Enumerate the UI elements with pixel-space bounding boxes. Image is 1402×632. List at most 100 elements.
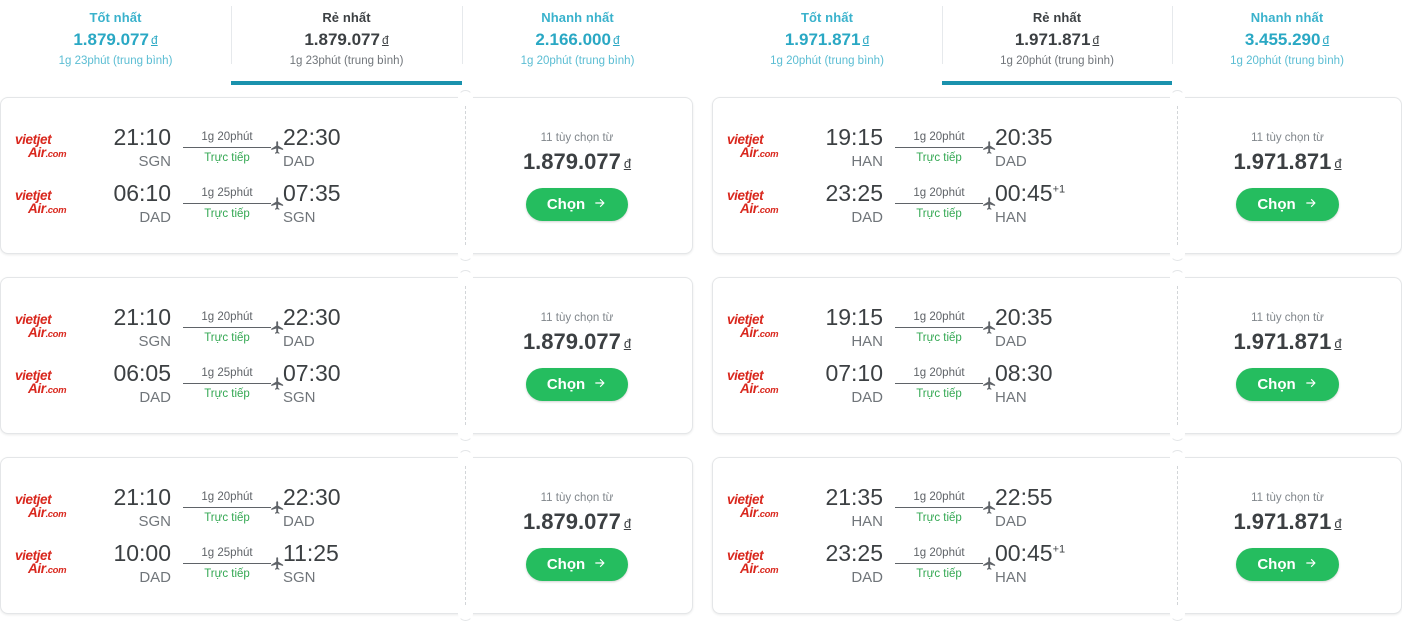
stops-label: Trực tiếp bbox=[204, 511, 250, 524]
flight-card[interactable]: vietjet Air.com 21:10 SGN 1g 20phút Trực tiếp… bbox=[0, 270, 693, 441]
arrival-block: 20:35 DAD bbox=[993, 304, 1089, 351]
options-count-label: 11 tùy chọn từ bbox=[1251, 311, 1324, 324]
stops-label: Trực tiếp bbox=[204, 151, 250, 164]
arrow-right-icon bbox=[593, 196, 607, 213]
choose-flight-button[interactable]: Chọn bbox=[525, 547, 629, 581]
airline-logo-bottom: Air.com bbox=[28, 144, 67, 160]
choose-flight-button[interactable]: Chọn bbox=[1236, 187, 1339, 221]
airline-logo-wrap: vietjet Air.com bbox=[1, 311, 101, 343]
price-section: 11 tùy chọn từ 1.879.077 đ Chọn bbox=[466, 98, 692, 253]
total-price: 1.879.077 đ bbox=[522, 328, 632, 354]
departure-block: 21:10 SGN bbox=[101, 484, 173, 531]
flight-card[interactable]: vietjet Air.com 21:10 SGN 1g 20phút Trực tiếp… bbox=[0, 450, 693, 621]
flight-card[interactable]: vietjet Air.com 19:15 HAN 1g 20phút Trực tiếp… bbox=[712, 270, 1402, 441]
plane-icon bbox=[270, 500, 285, 520]
choose-flight-button[interactable]: Chọn bbox=[525, 187, 629, 221]
airline-logo-top: vietjet bbox=[727, 187, 764, 203]
flight-card[interactable]: vietjet Air.com 19:15 HAN 1g 20phút Trực tiếp… bbox=[712, 90, 1402, 261]
tab-price: 1.879.077 đ bbox=[304, 30, 389, 49]
vietjet-air-logo-icon: vietjet Air.com bbox=[727, 132, 799, 163]
airline-logo-wrap: vietjet Air.com bbox=[713, 311, 813, 343]
tab-average-duration: 1g 23phút (trung bình) bbox=[58, 55, 173, 67]
inbound-results-panel: Tốt nhất 1.971.871 đ 1g 20phút (trung bình)… bbox=[700, 0, 1402, 632]
arrow-right-icon bbox=[1304, 556, 1318, 573]
choose-button-label: Chọn bbox=[1257, 195, 1296, 213]
tab-label: Rẻ nhất bbox=[322, 10, 371, 25]
tab-average-duration: 1g 23phút (trung bình) bbox=[289, 55, 404, 67]
price-section: 11 tùy chọn từ 1.971.871 đ Chọn bbox=[1178, 98, 1401, 253]
airline-logo-bottom: Air.com bbox=[740, 560, 779, 576]
tab-price: 2.166.000 đ bbox=[535, 30, 620, 49]
choose-flight-button[interactable]: Chọn bbox=[1236, 547, 1339, 581]
arrival-airport-code: DAD bbox=[995, 513, 1027, 530]
airline-logo-wrap: vietjet Air.com bbox=[1, 368, 101, 399]
vietjet-air-logo-icon: vietjet Air.com bbox=[15, 132, 87, 163]
tab-outbound-0[interactable]: Tốt nhất 1.879.077 đ 1g 23phút (trung bình) bbox=[0, 0, 231, 85]
airline-logo-tld: .com bbox=[45, 148, 67, 160]
airline-logo-top: vietjet bbox=[15, 311, 52, 327]
plane-icon bbox=[270, 320, 285, 340]
departure-block: 19:15 HAN bbox=[813, 124, 885, 171]
flight-card-list-outbound: vietjet Air.com 21:10 SGN 1g 20phút Trực tiếp… bbox=[0, 85, 693, 621]
airline-logo-bottom: Air.com bbox=[28, 200, 67, 216]
flight-leg: vietjet Air.com 21:10 SGN 1g 20phút Trực tiếp… bbox=[1, 300, 466, 356]
arrival-block: 00:45+1 HAN bbox=[993, 180, 1089, 227]
tab-inbound-1[interactable]: Rẻ nhất 1.971.871 đ 1g 20phút (trung bình) bbox=[942, 0, 1172, 85]
airline-logo-wrap: vietjet Air.com bbox=[713, 187, 813, 219]
flight-card[interactable]: vietjet Air.com 21:10 SGN 1g 20phút Trực tiếp… bbox=[0, 90, 693, 261]
arrival-time: 20:35 bbox=[995, 304, 1053, 330]
tab-inbound-2[interactable]: Nhanh nhất 3.455.290 đ 1g 20phút (trung bìn… bbox=[1172, 0, 1402, 85]
vietjet-air-logo-icon: vietjet Air.com bbox=[727, 187, 799, 219]
card-notch-top bbox=[458, 90, 473, 105]
vietjet-air-logo-icon: vietjet Air.com bbox=[727, 548, 799, 579]
route-line bbox=[895, 196, 996, 210]
leg-middle: 1g 25phút Trực tiếp bbox=[173, 186, 284, 222]
total-price: 1.971.871 đ bbox=[1233, 328, 1342, 354]
price-section: 11 tùy chọn từ 1.971.871 đ Chọn bbox=[1178, 458, 1401, 613]
vietjet-air-logo-icon: vietjet Air.com bbox=[727, 368, 799, 399]
route-line bbox=[183, 140, 284, 154]
leg-middle: 1g 25phút Trực tiếp bbox=[173, 546, 284, 582]
flight-duration: 1g 20phút bbox=[201, 310, 253, 323]
tab-inbound-0[interactable]: Tốt nhất 1.971.871 đ 1g 20phút (trung bình) bbox=[712, 0, 942, 85]
arrival-block: 11:25 SGN bbox=[281, 540, 377, 587]
plane-icon bbox=[982, 376, 997, 396]
departure-time: 21:10 bbox=[113, 304, 171, 330]
airline-logo-top: vietjet bbox=[727, 491, 764, 507]
flight-duration: 1g 20phút bbox=[913, 310, 965, 323]
airline-logo-tld: .com bbox=[45, 204, 67, 216]
vietjet-air-logo-icon: vietjet Air.com bbox=[15, 492, 87, 523]
airline-logo-tld: .com bbox=[45, 384, 67, 396]
departure-block: 19:15 HAN bbox=[813, 304, 885, 351]
arrival-time: 11:25 bbox=[283, 540, 339, 566]
departure-airport-code: DAD bbox=[851, 389, 883, 406]
currency-symbol: đ bbox=[623, 155, 632, 171]
tab-outbound-1[interactable]: Rẻ nhất 1.879.077 đ 1g 23phút (trung bình) bbox=[231, 0, 462, 85]
tab-active-underline bbox=[231, 81, 462, 85]
choose-flight-button[interactable]: Chọn bbox=[525, 367, 629, 401]
options-count-label: 11 tùy chọn từ bbox=[1251, 131, 1324, 144]
leg-middle: 1g 25phút Trực tiếp bbox=[173, 366, 284, 402]
airline-logo-bottom: Air.com bbox=[740, 380, 779, 396]
route-line bbox=[895, 320, 996, 334]
route-line bbox=[183, 556, 284, 570]
tab-average-duration: 1g 20phút (trung bình) bbox=[770, 55, 884, 67]
flight-duration: 1g 25phút bbox=[201, 186, 253, 199]
tab-outbound-2[interactable]: Nhanh nhất 2.166.000 đ 1g 20phút (trung bìn… bbox=[462, 0, 693, 85]
airline-logo-top: vietjet bbox=[727, 311, 764, 327]
leg-middle: 1g 20phút Trực tiếp bbox=[885, 546, 996, 582]
airline-logo-tld: .com bbox=[757, 204, 779, 216]
choose-flight-button[interactable]: Chọn bbox=[1236, 367, 1339, 401]
arrival-next-day-badge: +1 bbox=[1052, 183, 1066, 196]
tab-label: Nhanh nhất bbox=[1250, 10, 1324, 25]
tab-price: 1.879.077 đ bbox=[73, 30, 158, 49]
currency-symbol: đ bbox=[1322, 33, 1330, 47]
stops-label: Trực tiếp bbox=[204, 387, 250, 400]
departure-time: 21:35 bbox=[825, 484, 883, 510]
airline-logo-top: vietjet bbox=[15, 187, 52, 203]
airline-logo-tld: .com bbox=[757, 148, 779, 160]
flight-leg: vietjet Air.com 21:35 HAN 1g 20phút Trực tiếp… bbox=[713, 480, 1178, 536]
departure-time: 06:10 bbox=[113, 180, 171, 206]
flight-card[interactable]: vietjet Air.com 21:35 HAN 1g 20phút Trực tiếp… bbox=[712, 450, 1402, 621]
arrival-block: 08:30 HAN bbox=[993, 360, 1089, 407]
